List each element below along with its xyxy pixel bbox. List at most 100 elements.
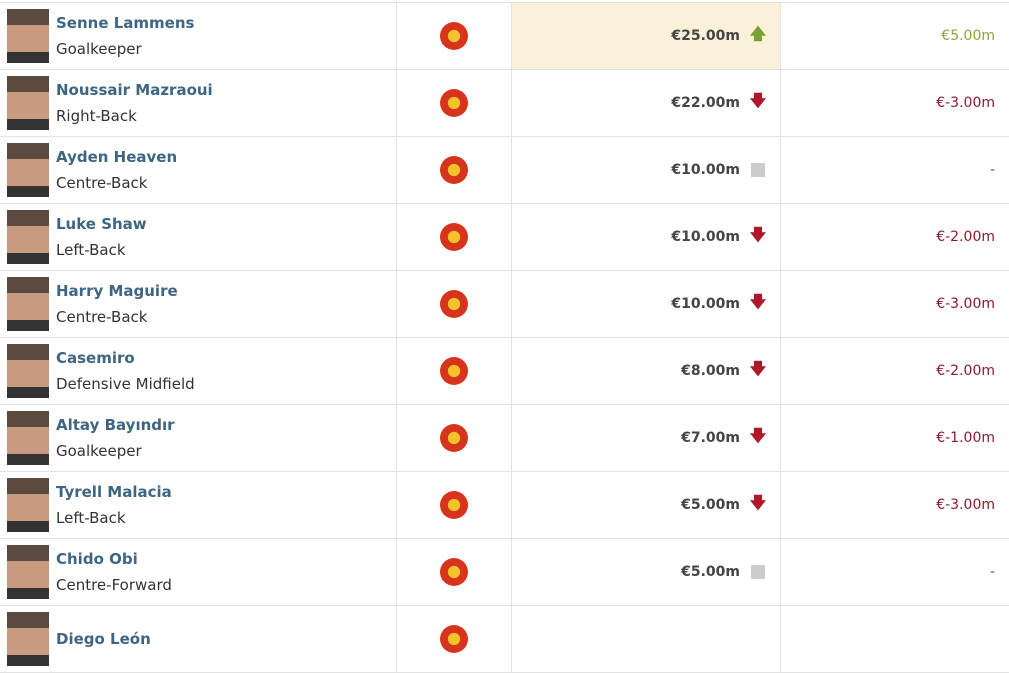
value-change: €-3.00m — [936, 296, 995, 312]
manchester-united-crest-icon[interactable] — [440, 424, 468, 452]
market-value[interactable]: €25.00m — [671, 28, 740, 44]
manchester-united-crest-icon[interactable] — [440, 290, 468, 318]
manchester-united-crest-icon[interactable] — [440, 558, 468, 586]
value-change: €-2.00m — [936, 229, 995, 245]
table-row: Senne Lammens Goalkeeper €25.00m 🡅 €5.00m — [0, 3, 1009, 70]
manchester-united-crest-icon[interactable] — [440, 223, 468, 251]
market-value[interactable]: €10.00m — [671, 229, 740, 245]
player-position: Left-Back — [56, 241, 126, 259]
market-value[interactable]: €5.00m — [681, 564, 740, 580]
arrow-down-icon: 🡇 — [749, 90, 767, 110]
player-position: Centre-Back — [56, 308, 148, 326]
arrow-down-icon: 🡇 — [749, 425, 767, 445]
value-change-cell: €5.00m — [781, 3, 1009, 69]
player-name-link[interactable]: Noussair Mazraoui — [56, 81, 213, 99]
manchester-united-crest-icon[interactable] — [440, 625, 468, 653]
club-cell — [397, 204, 512, 270]
player-avatar[interactable] — [7, 210, 49, 264]
arrow-down-icon: 🡇 — [749, 492, 767, 512]
club-cell — [397, 70, 512, 136]
market-value[interactable]: €7.00m — [681, 430, 740, 446]
market-value[interactable]: €5.00m — [681, 497, 740, 513]
club-cell — [397, 338, 512, 404]
market-value-cell: €10.00m 🡇 — [512, 271, 781, 337]
player-avatar[interactable] — [7, 76, 49, 130]
table-row: Altay Bayındır Goalkeeper €7.00m 🡇 €-1.00… — [0, 405, 1009, 472]
player-position: Right-Back — [56, 107, 137, 125]
manchester-united-crest-icon[interactable] — [440, 357, 468, 385]
player-position: Centre-Back — [56, 174, 148, 192]
value-change: - — [989, 564, 995, 580]
player-cell: Altay Bayındır Goalkeeper — [0, 405, 397, 471]
player-position: Goalkeeper — [56, 442, 142, 460]
value-change: €-2.00m — [936, 363, 995, 379]
player-position: Goalkeeper — [56, 40, 142, 58]
arrow-down-icon: 🡇 — [749, 358, 767, 378]
value-change-cell: - — [781, 539, 1009, 605]
player-name-link[interactable]: Chido Obi — [56, 550, 138, 568]
value-change-cell — [781, 606, 1009, 672]
club-cell — [397, 405, 512, 471]
market-value[interactable]: €10.00m — [671, 162, 740, 178]
player-name-link[interactable]: Casemiro — [56, 349, 135, 367]
table-row: Casemiro Defensive Midfield €8.00m 🡇 €-2.… — [0, 338, 1009, 405]
player-cell: Harry Maguire Centre-Back — [0, 271, 397, 337]
player-position: Left-Back — [56, 509, 126, 527]
manchester-united-crest-icon[interactable] — [440, 156, 468, 184]
value-change-cell: €-3.00m — [781, 271, 1009, 337]
player-name-link[interactable]: Luke Shaw — [56, 215, 147, 233]
player-cell: Diego León — [0, 606, 397, 672]
player-avatar[interactable] — [7, 143, 49, 197]
table-row: Chido Obi Centre-Forward €5.00m - — [0, 539, 1009, 606]
player-name-link[interactable]: Harry Maguire — [56, 282, 178, 300]
market-value[interactable]: €8.00m — [681, 363, 740, 379]
arrow-down-icon: 🡇 — [749, 224, 767, 244]
player-avatar[interactable] — [7, 612, 49, 666]
value-change: €-3.00m — [936, 95, 995, 111]
player-cell: Ayden Heaven Centre-Back — [0, 137, 397, 203]
manchester-united-crest-icon[interactable] — [440, 22, 468, 50]
value-change-cell: €-2.00m — [781, 338, 1009, 404]
player-avatar[interactable] — [7, 277, 49, 331]
market-value-cell: €5.00m — [512, 539, 781, 605]
player-cell: Luke Shaw Left-Back — [0, 204, 397, 270]
table-row: Diego León — [0, 606, 1009, 673]
club-cell — [397, 271, 512, 337]
table-row: Luke Shaw Left-Back €10.00m 🡇 €-2.00m — [0, 204, 1009, 271]
value-change-cell: €-1.00m — [781, 405, 1009, 471]
player-cell: Senne Lammens Goalkeeper — [0, 3, 397, 69]
market-value-cell: €25.00m 🡅 — [512, 3, 781, 69]
player-cell: Chido Obi Centre-Forward — [0, 539, 397, 605]
no-change-icon — [751, 163, 765, 177]
manchester-united-crest-icon[interactable] — [440, 89, 468, 117]
player-name-link[interactable]: Tyrell Malacia — [56, 483, 172, 501]
player-avatar[interactable] — [7, 478, 49, 532]
manchester-united-crest-icon[interactable] — [440, 491, 468, 519]
market-value-cell — [512, 606, 781, 672]
market-value-cell: €10.00m 🡇 — [512, 204, 781, 270]
player-position: Defensive Midfield — [56, 375, 195, 393]
player-position: Centre-Forward — [56, 576, 172, 594]
market-value[interactable]: €22.00m — [671, 95, 740, 111]
player-cell: Tyrell Malacia Left-Back — [0, 472, 397, 538]
value-change: €-1.00m — [936, 430, 995, 446]
market-value-cell: €22.00m 🡇 — [512, 70, 781, 136]
player-avatar[interactable] — [7, 9, 49, 63]
value-change: - — [989, 162, 995, 178]
player-name-link[interactable]: Altay Bayındır — [56, 416, 175, 434]
player-name-link[interactable]: Senne Lammens — [56, 14, 195, 32]
table-row: Noussair Mazraoui Right-Back €22.00m 🡇 €-… — [0, 70, 1009, 137]
player-avatar[interactable] — [7, 545, 49, 599]
arrow-down-icon: 🡇 — [749, 291, 767, 311]
market-value[interactable]: €10.00m — [671, 296, 740, 312]
player-avatar[interactable] — [7, 411, 49, 465]
table-row: Tyrell Malacia Left-Back €5.00m 🡇 €-3.00m — [0, 472, 1009, 539]
value-change: €-3.00m — [936, 497, 995, 513]
club-cell — [397, 137, 512, 203]
value-change-cell: €-3.00m — [781, 472, 1009, 538]
club-cell — [397, 606, 512, 672]
table-row: Harry Maguire Centre-Back €10.00m 🡇 €-3.0… — [0, 271, 1009, 338]
player-avatar[interactable] — [7, 344, 49, 398]
player-name-link[interactable]: Ayden Heaven — [56, 148, 178, 166]
